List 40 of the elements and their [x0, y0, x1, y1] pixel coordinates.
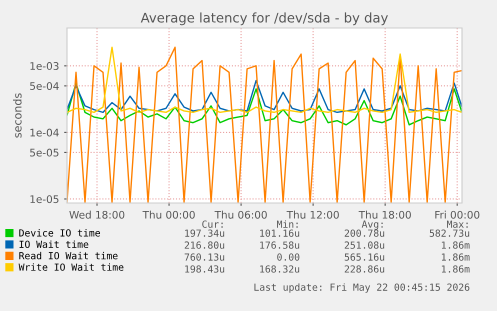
y-tick-label: 1e-03	[30, 62, 59, 70]
text: 251.08u	[344, 241, 384, 249]
x-tick-label: Thu 00:00	[142, 210, 195, 219]
line-series	[67, 46, 462, 114]
chart-title: Average latency for /dev/sda - by day	[140, 12, 388, 26]
text: 582.73u	[430, 229, 470, 237]
text: Min:	[276, 220, 298, 228]
y-tick-label: 5e-04	[30, 82, 59, 90]
text: 1.86m	[442, 253, 470, 261]
x-tick-label: Wed 18:00	[69, 210, 124, 219]
text: Cur:	[202, 220, 223, 228]
legend-label: Read IO Wait time	[19, 252, 118, 260]
text: Last update: Fri May 22 00:45:15 2026	[254, 283, 470, 293]
x-tick-label: Thu 06:00	[214, 210, 267, 219]
text: 176.58u	[260, 241, 300, 249]
legend-label: Device IO time	[19, 229, 100, 237]
text: 216.80u	[184, 241, 224, 249]
text: 1.86m	[442, 265, 470, 273]
text: 168.32u	[260, 265, 300, 273]
text: 0.00	[277, 253, 300, 261]
y-tick-label: 5e-05	[30, 148, 58, 157]
text: Max:	[446, 220, 468, 228]
text: 198.43u	[185, 265, 224, 273]
x-tick-label: Thu 18:00	[358, 210, 411, 219]
legend-label: IO Wait time	[20, 240, 88, 248]
text: 101.16u	[260, 229, 300, 237]
y-tick-label: 1e-04	[30, 128, 59, 137]
x-tick-label: Fri 00:00	[435, 210, 480, 219]
text: 1.86m	[442, 241, 470, 249]
text: 228.86u	[344, 265, 384, 273]
y-tick-label: 1e-05	[30, 195, 58, 204]
x-tick-label: Thu 12:00	[286, 210, 339, 219]
text: 760.13u	[184, 253, 224, 261]
line-series	[67, 80, 462, 114]
y-axis-title: seconds	[13, 93, 22, 138]
text: 197.34u	[185, 229, 224, 237]
legend-label: Write IO Wait time	[18, 263, 124, 271]
text: 565.16u	[344, 253, 384, 261]
text: Avg:	[362, 220, 383, 230]
text: 200.78u	[344, 229, 384, 237]
